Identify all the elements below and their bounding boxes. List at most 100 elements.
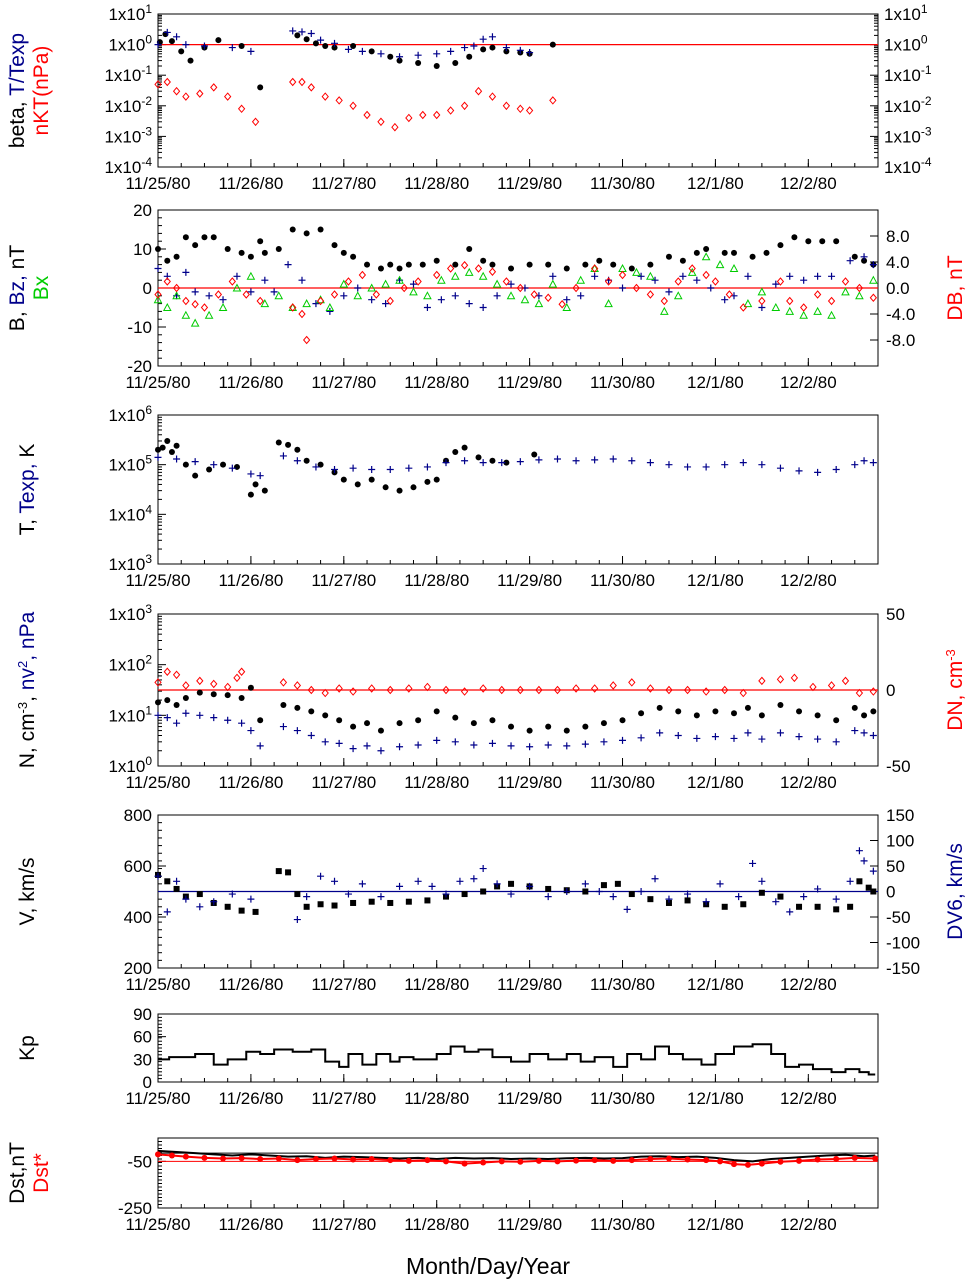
data-point <box>470 720 477 727</box>
data-point <box>869 293 878 303</box>
data-point <box>749 859 757 867</box>
data-point <box>833 1156 840 1162</box>
data-point <box>298 276 306 284</box>
ylabel-part: nv <box>16 668 39 691</box>
series-n <box>155 684 877 734</box>
data-point <box>247 684 254 691</box>
data-point <box>493 880 501 888</box>
y-tick-label: 10 <box>133 240 152 259</box>
data-point <box>303 230 310 237</box>
data-point <box>777 893 784 900</box>
data-point <box>285 441 292 448</box>
data-point <box>350 1156 357 1163</box>
y-axis-title: B, Bz, nT <box>6 245 29 332</box>
x-tick-label: 11/25/80 <box>126 1089 191 1108</box>
data-point <box>451 292 459 300</box>
data-point <box>405 684 413 693</box>
plot-frame <box>157 1013 879 1083</box>
data-point <box>869 867 877 875</box>
data-point <box>173 442 180 449</box>
data-point <box>618 270 627 280</box>
data-point <box>791 234 798 241</box>
x-tick-label: 11/26/80 <box>218 773 283 792</box>
data-point <box>461 444 468 451</box>
series-dst- <box>155 1151 879 1168</box>
data-point <box>210 714 218 722</box>
data-point <box>480 257 487 264</box>
data-point <box>684 1156 691 1163</box>
data-point <box>201 1154 208 1161</box>
x-tick-label: 11/26/80 <box>218 1215 283 1234</box>
data-point <box>841 676 850 686</box>
data-point <box>855 847 863 855</box>
data-point <box>731 710 737 717</box>
data-point <box>860 857 868 865</box>
data-point <box>827 296 836 306</box>
data-point <box>553 455 561 463</box>
data-point <box>814 903 821 910</box>
data-point <box>372 290 380 299</box>
data-point <box>358 270 367 280</box>
x-tick-label: 12/2/80 <box>780 373 837 392</box>
data-point <box>349 745 357 753</box>
data-point <box>502 277 511 286</box>
data-point <box>450 271 460 280</box>
data-point <box>665 895 673 903</box>
data-point <box>827 681 836 690</box>
series-t <box>155 437 538 498</box>
y-axis-title-right: DV6, km/s <box>944 843 967 940</box>
data-point <box>758 889 765 896</box>
data-point <box>460 260 469 270</box>
data-point <box>609 893 617 901</box>
data-point <box>609 681 617 690</box>
x-tick-label: 11/28/80 <box>404 1215 469 1234</box>
data-point <box>428 882 436 890</box>
data-point <box>581 880 589 888</box>
data-point <box>182 694 189 701</box>
x-tick-label: 11/30/80 <box>590 571 655 590</box>
x-tick-label: 12/2/80 <box>780 174 837 193</box>
data-point <box>502 44 510 52</box>
y-tick-label: 1x106 <box>108 403 152 425</box>
data-point <box>856 878 863 885</box>
data-point <box>776 464 784 472</box>
data-point <box>776 729 784 737</box>
data-point <box>317 226 324 233</box>
data-point <box>544 293 552 303</box>
data-point <box>549 272 557 280</box>
data-point <box>632 283 641 293</box>
data-point <box>744 704 751 711</box>
data-point <box>814 885 822 893</box>
data-point <box>489 261 496 268</box>
data-point <box>618 263 627 272</box>
y-axis-title: beta, T/Texp <box>6 33 29 148</box>
x-tick-label: 11/30/80 <box>590 373 655 392</box>
y-tick-label-right: 1x10-1 <box>884 63 932 85</box>
data-point <box>739 688 747 698</box>
data-point <box>447 47 455 55</box>
data-point <box>331 44 338 51</box>
y-tick-label: 30 <box>133 1050 152 1069</box>
data-point <box>646 684 655 693</box>
data-point <box>220 1155 227 1162</box>
data-point <box>377 893 385 901</box>
data-point <box>619 717 626 724</box>
data-point <box>535 1157 542 1164</box>
data-point <box>516 104 524 114</box>
data-point <box>703 1157 710 1164</box>
data-point <box>619 736 627 744</box>
y-tick-label: 1x104 <box>108 502 152 524</box>
data-point <box>488 267 497 277</box>
x-tick-label: 12/1/80 <box>687 1215 744 1234</box>
data-point <box>758 712 765 719</box>
data-point <box>219 296 227 304</box>
y-right-tick-label: 4.0 <box>886 253 910 272</box>
data-point <box>162 302 172 311</box>
data-point <box>409 287 418 296</box>
x-tick-label: 11/29/80 <box>497 373 562 392</box>
panel-kp: 90 60 30 011/25/80 11/26/80 11/27/80 11/28/80 1… <box>16 1005 879 1108</box>
data-point <box>869 731 877 739</box>
data-point <box>154 290 162 299</box>
data-point <box>461 1160 468 1167</box>
